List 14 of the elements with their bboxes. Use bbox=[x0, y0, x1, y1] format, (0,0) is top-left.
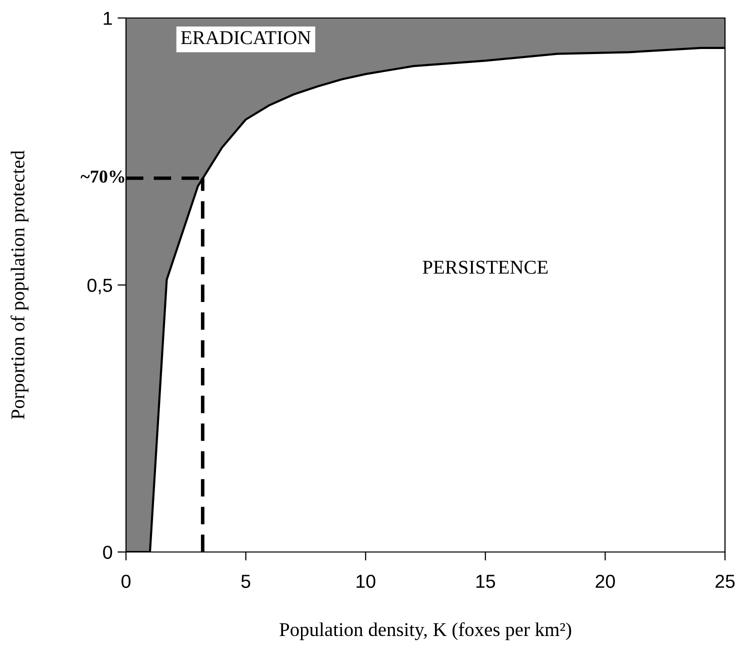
ref-line-label: ~70% bbox=[80, 170, 124, 183]
x-tick-label: 5 bbox=[241, 574, 250, 588]
x-axis-title: Population density, K (foxes per km²) bbox=[280, 622, 572, 640]
annotation: PERSISTENCE bbox=[422, 260, 548, 274]
x-tick-label: 0 bbox=[122, 574, 130, 588]
y-axis-title: Porportion of population protected bbox=[10, 150, 28, 420]
x-tick-label: 10 bbox=[356, 574, 376, 588]
y-tick-label: 0 bbox=[103, 546, 112, 559]
annotation: ERADICATION bbox=[181, 31, 311, 44]
x-tick-label: 15 bbox=[476, 574, 496, 588]
y-tick-label: 0,5 bbox=[87, 278, 112, 294]
x-tick-label: 20 bbox=[596, 574, 615, 588]
x-tick-label: 25 bbox=[716, 574, 735, 588]
y-tick-label: 1 bbox=[104, 12, 112, 25]
